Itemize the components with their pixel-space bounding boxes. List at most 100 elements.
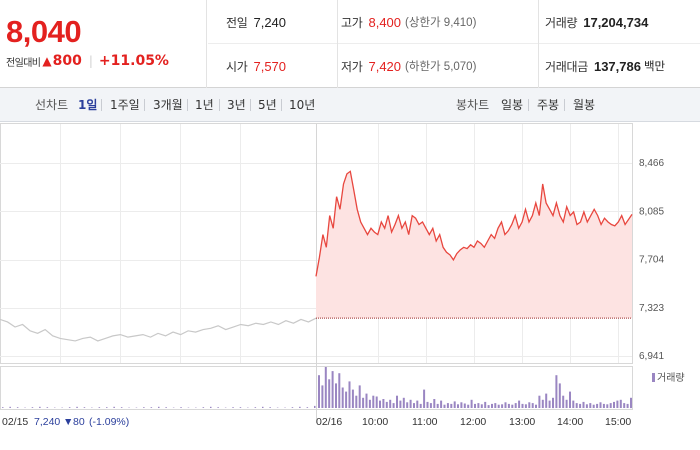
volume-bar: [518, 400, 521, 408]
volume-bar: [402, 397, 405, 409]
x-axis-labels: 02/16 10:00 11:00 12:00 13:00 14:00 15:00 02/15…: [2, 416, 631, 428]
volume-bar: [335, 383, 337, 408]
period-10-year[interactable]: 10년: [289, 98, 316, 112]
volume-bar: [314, 405, 316, 408]
prev-day-line-group: [0, 317, 317, 342]
volume-bar: [487, 405, 490, 408]
volume-bar: [433, 399, 436, 408]
volume-bar: [582, 401, 585, 408]
volume-bar: [450, 403, 453, 408]
volume: 거래량 17,204,734: [538, 0, 700, 44]
candle-monthly[interactable]: 월봉: [573, 98, 596, 112]
price-chart[interactable]: 8,466 8,085 7,704 7,323 6,941 02/16 10:00 11:0…: [0, 123, 700, 450]
volume-bar: [545, 393, 548, 408]
volume-legend-label: 거래량: [657, 372, 685, 384]
period-1-day[interactable]: 1일: [78, 98, 98, 112]
volume-bar: [599, 402, 602, 408]
volume-bar: [453, 401, 456, 408]
volume-bar: [440, 400, 443, 408]
volume-bar: [239, 407, 242, 408]
volume-bar: [355, 395, 358, 408]
volume-bar: [254, 407, 257, 408]
volume-bar: [528, 402, 531, 408]
period-1-year[interactable]: 1년: [195, 98, 214, 112]
volume-bar: [626, 403, 629, 408]
volume-bar: [68, 407, 71, 408]
volume-bar: [365, 393, 368, 408]
volume-bar: [623, 403, 626, 408]
current-price: 8,040: [6, 14, 82, 49]
toolbar-divider: [187, 99, 188, 111]
volume-bar: [31, 407, 34, 408]
prev-day-date: 02/15: [2, 416, 28, 428]
period-5-year[interactable]: 5년: [258, 98, 277, 112]
x-tick-label: 10:00: [362, 416, 388, 428]
volume-bar: [321, 385, 324, 408]
volume-value: 17,204,734: [583, 14, 649, 30]
volume-bar: [504, 402, 507, 408]
volume-bars-group: [2, 367, 632, 409]
trade-value: 거래대금 137,786 백만: [538, 44, 700, 88]
toolbar-divider: [281, 99, 282, 111]
prev-day-close: 7,240: [34, 416, 60, 428]
y-axis-labels: 8,466 8,085 7,704 7,323 6,941: [639, 158, 664, 362]
volume-bar: [592, 404, 595, 408]
volume-bar: [217, 407, 219, 408]
y-tick-label: 8,085: [639, 206, 664, 217]
volume-bar: [423, 389, 426, 408]
volume-bar: [113, 406, 115, 408]
volume-bar: [457, 404, 459, 408]
volume-bar: [491, 403, 493, 408]
volume-bar: [345, 391, 348, 408]
open-label: 시가: [226, 59, 248, 74]
volume-bar: [538, 395, 541, 408]
volume-bar: [143, 407, 145, 408]
price-line: [315, 170, 633, 277]
volume-bar: [413, 403, 415, 408]
volume-bar: [474, 403, 476, 408]
up-arrow-icon: ▲: [42, 54, 52, 68]
quote-summary: 8,040 전일대비 ▲ 800 | +11.05% 전일 7,240 고가 8…: [0, 0, 700, 88]
volume-bar: [572, 400, 575, 408]
volume-bar: [443, 404, 446, 408]
period-3-year[interactable]: 3년: [227, 98, 246, 112]
change-divider: |: [88, 54, 93, 68]
upper-limit: (상한가 9,410): [405, 17, 477, 29]
volume-bar: [507, 403, 510, 408]
volume-bar: [569, 391, 571, 408]
volume-legend-swatch: [652, 373, 655, 382]
volume-bar: [477, 403, 480, 408]
candle-daily[interactable]: 일봉: [501, 98, 524, 112]
volume-bar: [372, 395, 375, 408]
volume-bar: [341, 387, 344, 408]
volume-bar: [609, 403, 612, 408]
toolbar-divider: [144, 99, 145, 111]
candle-weekly[interactable]: 주봉: [537, 98, 560, 112]
volume-bar: [630, 397, 632, 409]
volume-bar: [351, 389, 354, 408]
prev-day-change-pct: (-1.09%): [89, 416, 129, 428]
x-tick-label: 11:00: [412, 416, 438, 428]
y-tick-label: 6,941: [639, 351, 664, 362]
volume-bar: [460, 402, 463, 408]
price-box: 8,040 전일대비 ▲ 800 | +11.05%: [0, 0, 207, 88]
change-label: 전일대비: [6, 57, 41, 69]
volume-bar: [501, 404, 504, 408]
volume-bar: [406, 402, 409, 408]
price-change: 전일대비 ▲ 800 | +11.05%: [6, 53, 169, 69]
volume-bar: [232, 407, 234, 408]
volume-bar: [375, 396, 378, 408]
y-tick-label: 7,704: [639, 255, 664, 266]
volume-bar: [511, 404, 514, 408]
volume-bar: [524, 404, 527, 408]
low-value: 7,420: [368, 58, 402, 74]
volume-bar: [358, 385, 361, 408]
change-percent: +11.05%: [98, 53, 169, 69]
period-3-month[interactable]: 3개월: [153, 98, 183, 112]
low-label: 저가: [341, 59, 363, 74]
volume-bar: [165, 407, 167, 408]
period-1-week[interactable]: 1주일: [110, 98, 140, 112]
chart-toolbar: 선차트 1일 1주일 3개월 1년 3년 5년 10년 봉차트 일봉 주봉 월봉: [0, 88, 700, 122]
volume-bar: [531, 403, 534, 408]
open-price: 시가 7,570: [226, 44, 336, 88]
